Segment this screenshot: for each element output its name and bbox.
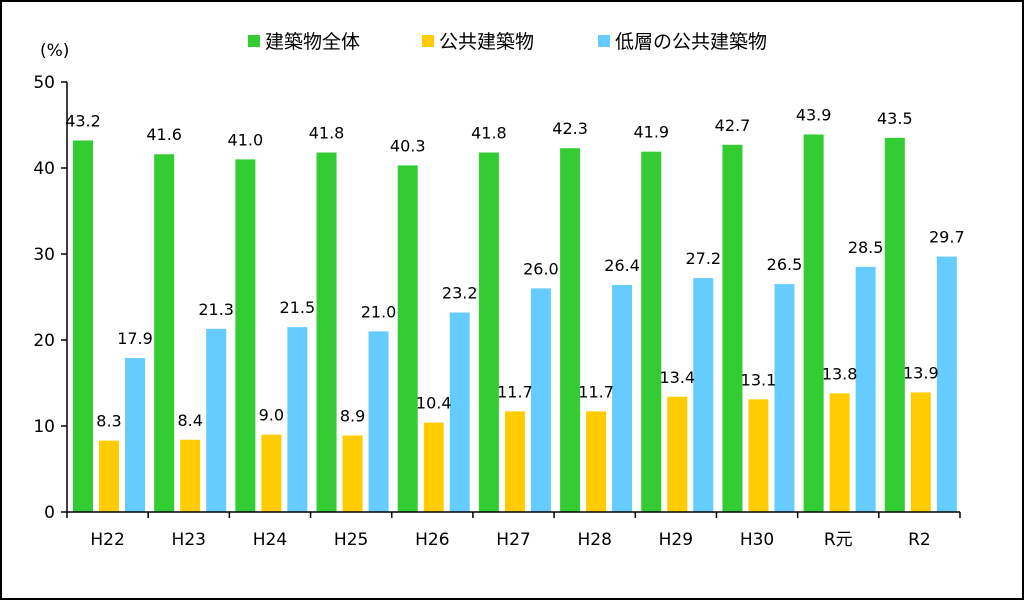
data-label: 13.8 bbox=[822, 364, 858, 383]
bar bbox=[641, 151, 662, 512]
bar bbox=[910, 392, 931, 512]
x-tick-label: H29 bbox=[659, 530, 693, 550]
data-label: 42.7 bbox=[715, 116, 751, 135]
legend-swatch bbox=[422, 35, 434, 47]
data-label: 41.8 bbox=[309, 124, 345, 143]
data-labels: 43.2 8.3 17.9 41.6 8.4 21.3 41.0 9.0 21.5 41.8 8.9… bbox=[65, 105, 964, 430]
bar bbox=[397, 165, 418, 513]
bar bbox=[206, 328, 227, 512]
bar bbox=[261, 434, 282, 512]
bar bbox=[478, 152, 499, 512]
bar bbox=[803, 134, 824, 512]
bar bbox=[560, 148, 581, 512]
data-label: 11.7 bbox=[578, 382, 614, 401]
bar bbox=[99, 440, 119, 512]
x-axis: H22 H23 H24 H25 H26 H27 H28 H29 H30 R元 R2 bbox=[66, 511, 961, 550]
bar bbox=[235, 159, 256, 512]
x-tick-label: H25 bbox=[334, 530, 368, 550]
data-label: 21.5 bbox=[280, 298, 316, 317]
bar bbox=[936, 256, 957, 512]
data-label: 17.9 bbox=[117, 329, 153, 348]
bars bbox=[73, 134, 957, 513]
bar bbox=[722, 144, 743, 512]
bar bbox=[504, 411, 525, 512]
bar bbox=[774, 284, 795, 512]
data-label: 43.5 bbox=[877, 109, 913, 128]
data-label: 21.3 bbox=[198, 300, 234, 319]
data-label: 21.0 bbox=[361, 302, 397, 321]
y-tick-label: 0 bbox=[44, 503, 55, 523]
data-label: 41.0 bbox=[228, 130, 264, 149]
bar bbox=[125, 358, 145, 512]
y-tick-label: 10 bbox=[33, 417, 55, 437]
data-label: 29.7 bbox=[929, 228, 965, 247]
data-label: 41.8 bbox=[471, 124, 507, 143]
bar bbox=[316, 152, 337, 512]
bar bbox=[180, 439, 201, 512]
x-tick-label: R元 bbox=[824, 530, 853, 550]
y-tick-label: 30 bbox=[33, 245, 55, 265]
legend-swatch bbox=[598, 35, 610, 47]
data-label: 27.2 bbox=[685, 249, 721, 268]
x-tick-label: H28 bbox=[577, 530, 611, 550]
bar bbox=[586, 411, 607, 512]
data-label: 40.3 bbox=[390, 136, 426, 155]
y-axis: 0 10 20 30 40 50 bbox=[33, 73, 68, 523]
y-tick-label: 50 bbox=[33, 73, 55, 93]
x-tick-label: H27 bbox=[496, 530, 530, 550]
data-label: 41.9 bbox=[633, 123, 669, 142]
data-label: 13.9 bbox=[903, 363, 939, 382]
data-label: 26.5 bbox=[767, 255, 803, 274]
bar bbox=[423, 422, 444, 512]
data-label: 23.2 bbox=[442, 283, 478, 302]
legend-label: 建築物全体 bbox=[265, 31, 360, 53]
bar bbox=[449, 312, 470, 512]
x-tick-label: R2 bbox=[908, 530, 931, 550]
x-tick-label: H26 bbox=[415, 530, 449, 550]
y-tick-label: 40 bbox=[33, 159, 55, 179]
bar bbox=[530, 288, 551, 512]
y-axis-unit-label: (%) bbox=[40, 41, 69, 61]
data-label: 8.3 bbox=[96, 412, 121, 431]
bar bbox=[667, 396, 688, 512]
bar bbox=[855, 266, 876, 512]
x-tick-label: H23 bbox=[172, 530, 206, 550]
bar bbox=[154, 154, 175, 513]
data-label: 13.4 bbox=[659, 368, 695, 387]
data-label: 8.9 bbox=[340, 406, 365, 425]
x-tick-label: H24 bbox=[253, 530, 287, 550]
data-label: 13.1 bbox=[741, 370, 777, 389]
data-label: 26.0 bbox=[523, 259, 559, 278]
bar bbox=[73, 140, 93, 513]
data-label: 9.0 bbox=[259, 406, 284, 425]
data-label: 26.4 bbox=[604, 256, 640, 275]
data-label: 42.3 bbox=[552, 119, 588, 138]
data-label: 11.7 bbox=[497, 382, 533, 401]
x-tick-label: H30 bbox=[740, 530, 774, 550]
y-tick-label: 20 bbox=[33, 331, 55, 351]
legend-label: 公共建築物 bbox=[439, 31, 534, 53]
legend-label: 低層の公共建築物 bbox=[615, 31, 767, 53]
bar bbox=[693, 278, 714, 512]
bar bbox=[612, 284, 633, 512]
legend-swatch bbox=[248, 35, 260, 47]
bar bbox=[884, 137, 905, 512]
data-label: 10.4 bbox=[416, 394, 452, 413]
bar bbox=[829, 393, 850, 512]
data-label: 8.4 bbox=[177, 411, 202, 430]
data-label: 41.6 bbox=[146, 125, 182, 144]
data-label: 43.9 bbox=[796, 105, 832, 124]
legend: 建築物全体 公共建築物 低層の公共建築物 bbox=[248, 31, 767, 53]
bar bbox=[748, 399, 769, 512]
bar bbox=[368, 331, 389, 512]
bar bbox=[342, 435, 363, 512]
x-tick-label: H22 bbox=[90, 530, 124, 550]
data-label: 28.5 bbox=[848, 238, 884, 257]
data-label: 43.2 bbox=[65, 111, 101, 130]
bar bbox=[287, 327, 308, 512]
